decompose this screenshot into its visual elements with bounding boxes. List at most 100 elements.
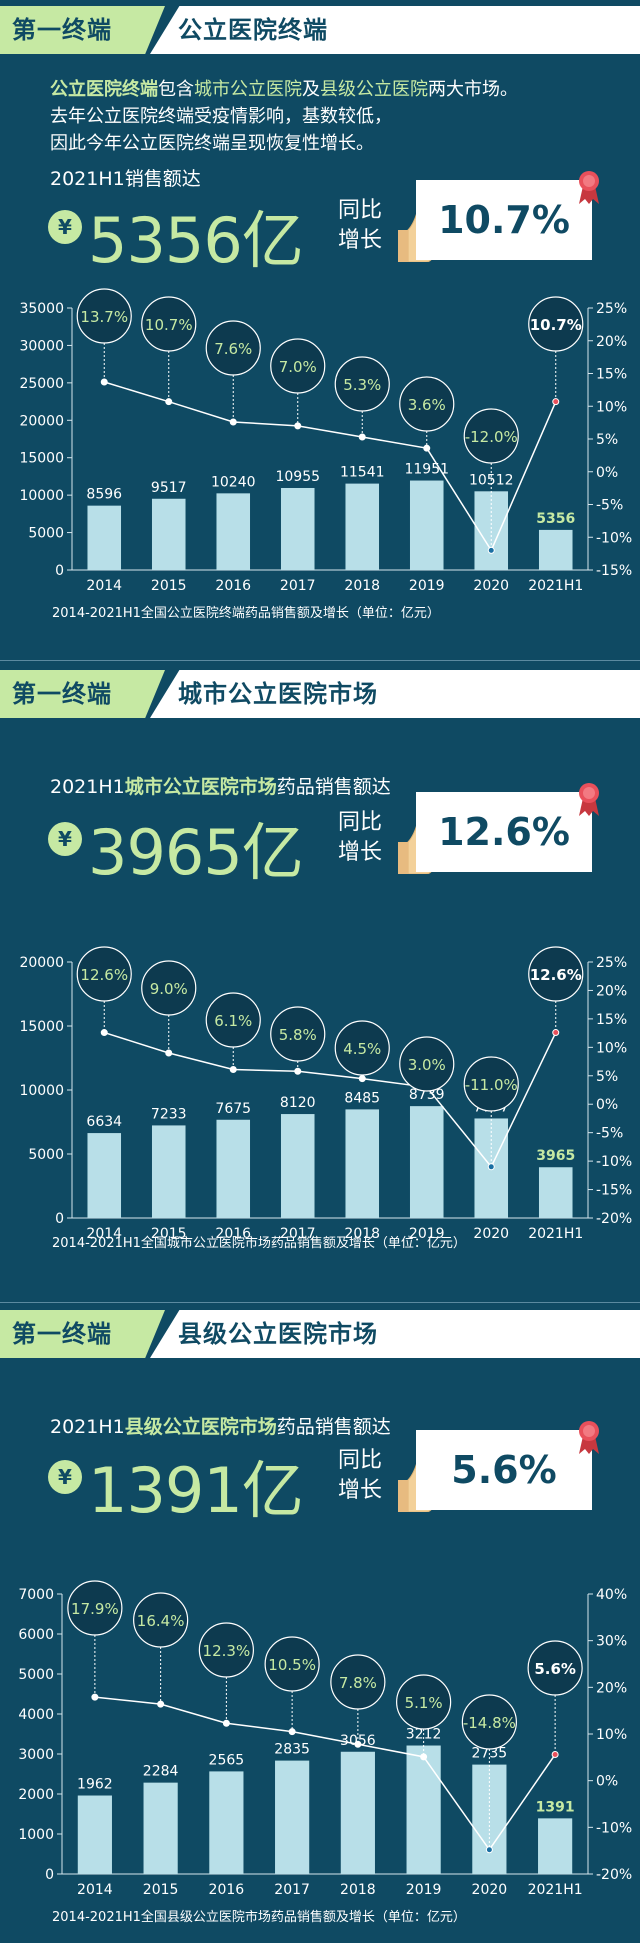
rosette-icon: [579, 783, 599, 816]
bar: [280, 487, 315, 570]
intro-line: 公立医院终端包含城市公立医院及县级公立医院两大市场。: [50, 76, 610, 103]
yoy-badge: 5.6%: [416, 1421, 599, 1510]
x-tick-label: 2020: [473, 578, 509, 590]
bar: [151, 1125, 186, 1218]
yoy-label: 同比增长: [338, 198, 383, 253]
text-segment: 药品销售额达: [276, 1416, 391, 1438]
growth-bubble: [76, 288, 132, 344]
y-tick-label: 30000: [19, 338, 64, 354]
y2-tick-label: 0%: [596, 465, 618, 481]
growth-point: [420, 1753, 428, 1761]
section-header: 第一终端 公立医院终端: [0, 6, 640, 54]
growth-label: 16.4%: [137, 1612, 185, 1630]
intro-line: 去年公立医院终端受疫情影响，基数较低，: [50, 103, 610, 130]
section-divider: [0, 1302, 640, 1303]
yoy-badge: 12.6%: [416, 783, 599, 872]
yoy-label: 同比增长: [338, 1448, 383, 1503]
bar: [87, 1133, 122, 1218]
growth-label: 7.6%: [214, 340, 252, 358]
y-tick-label: 5000: [18, 1667, 54, 1683]
section-tag: 第一终端: [0, 1310, 165, 1358]
bar-label: 1962: [77, 1777, 113, 1793]
x-tick-label: 2016: [215, 1226, 251, 1242]
section-city-hospital: 第一终端 城市公立医院市场 2021H1城市公立医院市场药品销售额达 ¥ 396…: [0, 660, 640, 1300]
growth-bubble: [461, 1694, 517, 1750]
yen-icon: ¥: [48, 822, 82, 856]
bar-label: 7233: [151, 1106, 187, 1122]
growth-point: [229, 1066, 237, 1074]
growth-label: 7.8%: [339, 1674, 377, 1692]
growth-bubble: [133, 1592, 189, 1648]
y-tick-label: 15000: [19, 451, 64, 467]
section-divider: [0, 660, 640, 661]
growth-bubble: [141, 296, 197, 352]
growth-line: [104, 1031, 557, 1169]
growth-bubble: [270, 1006, 326, 1062]
y-tick-label: 0: [55, 563, 64, 579]
bar: [409, 1106, 444, 1218]
y-tick-label: 10000: [19, 488, 64, 504]
growth-bubble: [334, 356, 390, 412]
text-segment: 县级公立医院: [320, 79, 428, 100]
intro-line: 因此今年公立医院终端呈现恢复性增长。: [50, 130, 610, 157]
section-public-hospital: 第一终端 公立医院终端 公立医院终端包含城市公立医院及县级公立医院两大市场。 去…: [0, 0, 640, 660]
growth-point: [358, 433, 366, 441]
growth-bubble: [527, 1640, 583, 1696]
x-tick-label: 2014: [77, 1882, 113, 1894]
y2-tick-label: 25%: [596, 301, 627, 317]
growth-point: [487, 546, 495, 554]
bar-label: 6634: [86, 1114, 122, 1130]
x-tick-label: 2016: [215, 578, 251, 590]
growth-point: [485, 1846, 493, 1854]
growth-bubble: [270, 338, 326, 394]
text-segment: 去年公立医院终端受疫情影响，基数较低，: [50, 106, 392, 127]
x-tick-label: 2018: [340, 1882, 376, 1894]
x-tick-label: 2015: [143, 1882, 179, 1894]
bar: [340, 1751, 375, 1874]
x-tick-label: 2021H1: [528, 578, 583, 590]
y2-tick-label: -20%: [596, 1867, 632, 1883]
bar-label: 5356: [536, 511, 575, 527]
y2-tick-label: 15%: [596, 367, 627, 383]
bar-label: 10955: [275, 469, 320, 485]
y2-tick-label: -15%: [596, 563, 632, 579]
growth-label: -11.0%: [465, 1076, 518, 1094]
text-segment: 公立医院终端: [50, 79, 158, 100]
section-tag: 第一终端: [0, 6, 165, 54]
growth-label: 13.7%: [80, 308, 128, 326]
growth-bubble: [205, 320, 261, 376]
y2-tick-label: 20%: [596, 1680, 627, 1696]
growth-point: [229, 418, 237, 426]
growth-label: 4.5%: [343, 1040, 381, 1058]
bar-label: 8596: [86, 487, 122, 503]
growth-point: [487, 1163, 495, 1171]
bar: [87, 505, 122, 570]
y-tick-label: 20000: [19, 955, 64, 971]
growth-point: [551, 1751, 559, 1759]
bar-label: 3965: [536, 1148, 575, 1164]
x-tick-label: 2021H1: [528, 1882, 583, 1894]
x-tick-label: 2018: [344, 578, 380, 590]
y-tick-label: 35000: [19, 301, 64, 317]
bar-label: 3056: [340, 1733, 376, 1749]
growth-label: 6.1%: [214, 1012, 252, 1030]
bar-label: 8120: [280, 1095, 316, 1111]
y2-tick-label: 10%: [596, 399, 627, 415]
bar: [209, 1771, 244, 1874]
yoy-value: 12.6%: [438, 810, 570, 854]
yoy-label: 同比增长: [338, 810, 383, 865]
x-tick-label: 2017: [280, 1226, 316, 1242]
growth-point: [423, 444, 431, 452]
bar-label: 1391: [536, 1799, 575, 1815]
y2-tick-label: -15%: [596, 1183, 632, 1199]
y2-tick-label: -10%: [596, 1154, 632, 1170]
growth-point: [165, 398, 173, 406]
rosette-icon: [579, 1421, 599, 1454]
x-tick-label: 2017: [274, 1882, 310, 1894]
growth-point: [222, 1719, 230, 1727]
y2-tick-label: 20%: [596, 983, 627, 999]
growth-point: [294, 1067, 302, 1075]
growth-point: [294, 422, 302, 430]
y2-tick-label: 40%: [596, 1587, 627, 1603]
x-tick-label: 2020: [472, 1882, 508, 1894]
